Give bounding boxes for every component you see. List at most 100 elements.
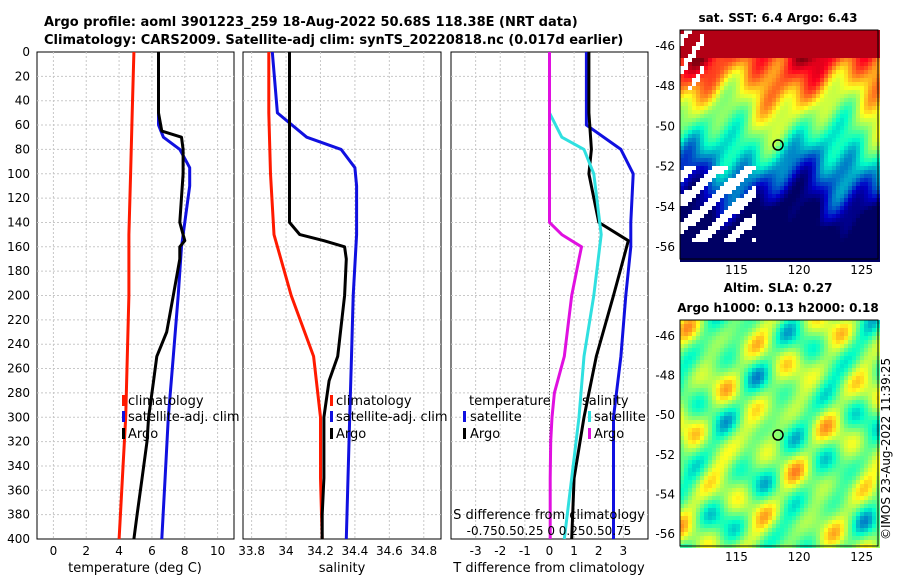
sla-cell: [868, 344, 872, 348]
sst-cell: [700, 250, 704, 254]
sst-cell: [848, 186, 852, 190]
sst-cell: [708, 226, 712, 230]
sst-cell: [800, 214, 804, 218]
y-tick-label: 240: [7, 337, 30, 351]
y-tick-label: 40: [15, 94, 30, 108]
sst-cell: [760, 218, 764, 222]
sst-cell: [868, 66, 872, 70]
sst-map: [680, 30, 880, 262]
sst-cell: [836, 122, 840, 126]
sst-cell: [792, 182, 796, 186]
sla-cell: [752, 392, 756, 396]
sst-cell: [780, 246, 784, 250]
sst-cell: [788, 198, 792, 202]
sst-cell: [860, 202, 864, 206]
sla-cell: [860, 460, 864, 464]
sst-cell: [760, 194, 764, 198]
sst-cell: [704, 54, 708, 58]
sst-cell: [812, 170, 816, 174]
sst-cell: [772, 214, 776, 218]
sla-cell: [788, 436, 792, 440]
sst-cell: [708, 66, 712, 70]
sst-cell: [728, 90, 732, 94]
sst-cell: [752, 182, 756, 186]
sla-cell: [868, 468, 872, 472]
sst-cell: [716, 202, 720, 206]
sla-cell: [748, 384, 752, 388]
sla-cell: [824, 372, 828, 376]
sla-cell: [808, 460, 812, 464]
sla-cell: [784, 460, 788, 464]
sla-cell: [680, 444, 684, 448]
sla-cell: [844, 424, 848, 428]
sla-cell: [748, 328, 752, 332]
sst-cell: [716, 46, 720, 50]
sst-cell: [780, 78, 784, 82]
sst-cell: [724, 218, 728, 222]
sla-cell: [756, 460, 760, 464]
sst-cell: [784, 146, 788, 150]
sla-cell: [684, 420, 688, 424]
sla-cell: [724, 408, 728, 412]
sst-cell: [812, 106, 816, 110]
sla-cell: [708, 352, 712, 356]
sla-cell: [720, 412, 724, 416]
sla-cell: [808, 376, 812, 380]
sst-cell: [836, 206, 840, 210]
sst-cell: [860, 214, 864, 218]
sst-cell: [728, 110, 732, 114]
sla-cell: [840, 344, 844, 348]
sst-cell: [696, 78, 700, 82]
sla-cell: [852, 328, 856, 332]
sst-cell: [756, 34, 760, 38]
sst-cell: [868, 74, 872, 78]
sla-cell: [776, 464, 780, 468]
sst-cell: [828, 126, 832, 130]
sst-cell: [860, 30, 864, 34]
sst-cell: [868, 58, 872, 62]
sst-cell: [792, 126, 796, 130]
sla-cell: [868, 388, 872, 392]
sla-cell: [708, 384, 712, 388]
sst-cell: [860, 218, 864, 222]
sst-cell: [692, 42, 696, 46]
sst-cell: [848, 46, 852, 50]
sla-cell: [744, 420, 748, 424]
sst-cell: [696, 94, 700, 98]
sst-cell: [812, 178, 816, 182]
sst-cell: [732, 106, 736, 110]
sst-cell: [744, 254, 748, 258]
sla-cell: [748, 464, 752, 468]
sla-cell: [780, 432, 784, 436]
sst-cell: [844, 134, 848, 138]
sst-cell: [784, 94, 788, 98]
sst-cell: [708, 222, 712, 226]
sst-cell: [840, 146, 844, 150]
sla-cell: [848, 320, 852, 324]
sst-cell: [724, 146, 728, 150]
sla-cell: [724, 328, 728, 332]
sst-cell: [692, 46, 696, 50]
sst-cell: [800, 74, 804, 78]
sst-cell: [688, 82, 692, 86]
x-tick-label: -3: [470, 544, 482, 558]
sla-cell: [740, 400, 744, 404]
sst-cell: [848, 110, 852, 114]
sst-cell: [788, 30, 792, 34]
sla-cell: [804, 360, 808, 364]
sla-cell: [768, 380, 772, 384]
sla-cell: [764, 388, 768, 392]
sst-cell: [872, 90, 876, 94]
sst-cell: [724, 42, 728, 46]
sst-cell: [784, 114, 788, 118]
sst-cell: [828, 182, 832, 186]
sst-cell: [716, 186, 720, 190]
sst-cell: [756, 98, 760, 102]
sla-cell: [696, 468, 700, 472]
sla-cell: [836, 344, 840, 348]
sst-cell: [864, 202, 868, 206]
sla-cell: [848, 460, 852, 464]
sst-cell: [796, 222, 800, 226]
sla-cell: [824, 320, 828, 324]
sst-cell: [808, 182, 812, 186]
